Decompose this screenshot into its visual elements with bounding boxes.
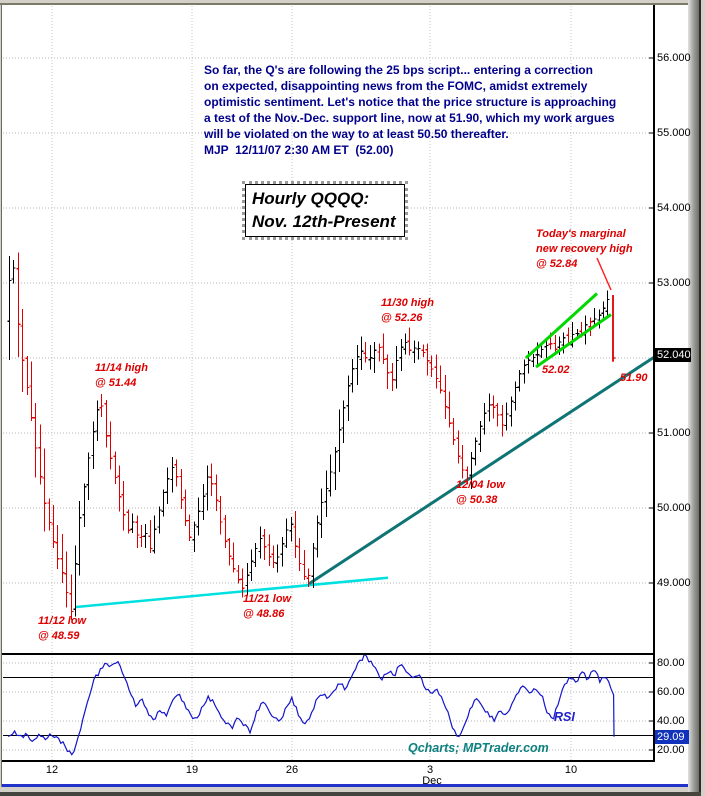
price-axis-tick: 51.000 [657,427,691,439]
watermark-label: Qcharts; MPTrader.com [408,741,549,755]
rsi-line [7,652,615,756]
window-bottom-edge [0,792,705,796]
annotation-text: 11/30 high [381,297,434,309]
annotation-text: 11/21 low [243,593,292,605]
commentary-line: So far, the Q's are following the 25 bps… [204,63,593,77]
price-axis-tick: 56.000 [657,52,691,64]
annotation-text: Today's marginal [536,228,626,240]
channel-upper [524,292,599,360]
price-axis-tick: 49.000 [657,577,691,589]
annotation-text: @ 48.86 [243,608,285,620]
annotation-high-1130: 11/30 high @ 52.26 [381,296,434,326]
annotation-text: @ 52.84 [536,258,578,270]
price-plot-background [2,5,653,762]
annotation-level-5202: 52.02 [542,363,570,378]
commentary-line: a test of the Nov.-Dec. support line, no… [204,111,615,125]
plot-right-border [653,5,655,762]
annotation-text: @ 52.26 [381,312,423,324]
annotation-text: 12/04 low [456,479,505,491]
rsi-panel-bottom-border [2,760,655,762]
commentary-line: will be violated on the way to at least … [204,127,509,141]
x-axis-label: 10 [564,764,578,776]
chart-title-line1: Hourly QQQQ: [252,189,370,208]
price-axis-tick: 54.000 [657,202,691,214]
rsi-label: RSI [554,710,575,724]
annotation-text: 11/14 high [95,362,148,374]
annotation-text: 11/12 low [38,615,87,627]
x-axis-label: 19 [185,764,199,776]
commentary-line: MJP 12/11/07 2:30 AM ET (52.00) [204,143,394,157]
rsi-last-badge: 29.09 [655,729,689,744]
price-bars-down [16,252,593,620]
annotation-low-1121: 11/21 low @ 48.86 [243,592,291,622]
window-right-shading [688,0,699,792]
annotation-low-1204: 12/04 low @ 50.38 [456,478,505,508]
annotation-text: new recovery high [536,243,633,255]
commentary-line: optimistic sentiment. Let's notice that … [204,95,617,109]
annotation-low-1112: 11/12 low @ 48.59 [38,614,86,644]
last-price-badge: 52.040 [655,348,691,362]
annotation-level-5190: 51.90 [620,371,648,386]
annotation-pointer-line [596,257,612,291]
annotation-text: @ 51.44 [95,377,137,389]
analyst-commentary: So far, the Q's are following the 25 bps… [204,62,616,158]
time-axis-strip [2,762,697,784]
x-axis-label: 3 [426,764,434,776]
price-axis-tick: 53.000 [657,277,691,289]
horizontal-scrollbar[interactable] [2,784,697,787]
window-top-edge [0,3,705,5]
rsi-axis-tick: 20.00 [657,744,685,756]
annotation-high-1114: 11/14 high @ 51.44 [95,361,148,391]
rsi-axis-tick: 40.00 [657,715,685,727]
window-right-edge [699,0,701,792]
rsi-axis-tick: 80.00 [657,657,685,669]
annotation-text: @ 50.38 [456,494,498,506]
rsi-axis-tick: 60.00 [657,686,685,698]
annotation-text: 51.90 [620,372,648,384]
x-axis-month-label: Dec [422,775,442,787]
support-line-cyan [75,576,389,609]
annotation-text: 52.02 [542,364,570,376]
price-axis-column [653,5,688,762]
panel-separator [2,653,653,655]
chart-title-line2: Nov. 12th-Present [252,212,396,231]
commentary-line: on expected, disappointing news from the… [204,79,588,93]
x-axis-label: 26 [285,764,299,776]
price-axis-tick: 50.000 [657,502,691,514]
price-bars-up [7,255,610,617]
window-right-margin [701,0,705,796]
chart-title-box: Hourly QQQQ: Nov. 12th-Present [242,181,408,240]
annotation-text: @ 48.59 [38,630,80,642]
window-left-edge [1,5,2,787]
support-line-teal [308,355,655,586]
annotation-today-high: Today's marginal new recovery high @ 52.84 [536,227,633,272]
price-axis-tick: 55.000 [657,127,691,139]
channel-lower [535,313,612,369]
x-axis-label: 12 [45,764,59,776]
